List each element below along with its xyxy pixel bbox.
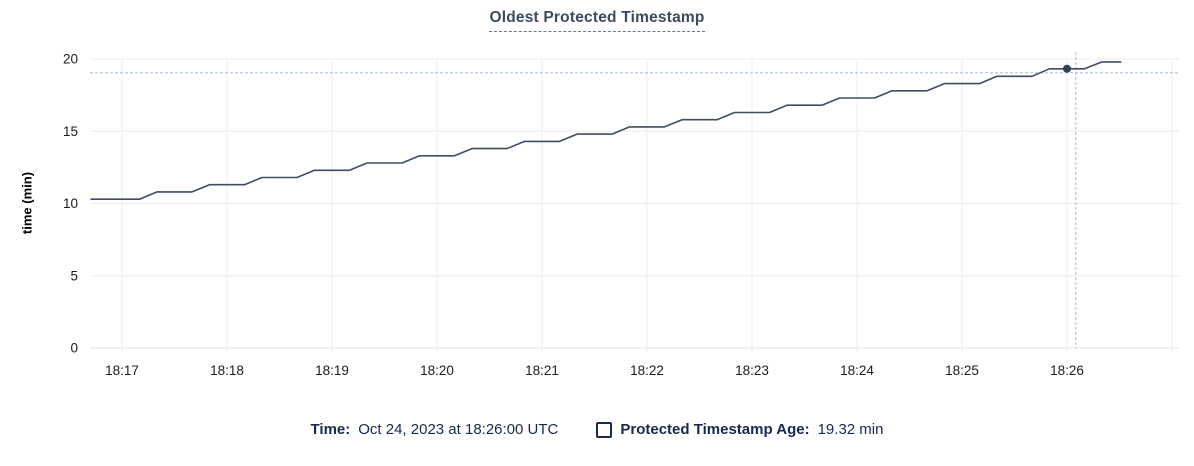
- x-tick-label: 18:20: [420, 363, 454, 378]
- x-tick-label: 18:24: [840, 363, 874, 378]
- legend-series-label: Protected Timestamp Age:: [620, 421, 810, 438]
- legend-series-entry: Protected Timestamp Age: 19.32 min: [596, 420, 883, 439]
- x-tick-label: 18:25: [945, 363, 979, 378]
- y-tick-label: 15: [63, 124, 78, 139]
- chart-legend: Time: Oct 24, 2023 at 18:26:00 UTC Prote…: [0, 420, 1194, 439]
- series-checkbox[interactable]: [596, 421, 613, 438]
- hover-point: [1063, 64, 1071, 73]
- x-tick-label: 18:21: [525, 363, 559, 378]
- y-tick-label: 0: [70, 341, 78, 356]
- plot-area[interactable]: 0 5 10 15 20 18:17 18:18 18:19 18:20 18:21 18:22 18…: [0, 0, 1194, 400]
- x-tick-label: 18:17: [105, 363, 139, 378]
- x-tick-label: 18:22: [630, 363, 664, 378]
- legend-time-value: Oct 24, 2023 at 18:26:00 UTC: [358, 421, 559, 438]
- series-line: [90, 61, 1122, 200]
- x-tick-label: 18:26: [1050, 363, 1084, 378]
- x-tick-label: 18:19: [315, 363, 349, 378]
- chart-header: Oldest Protected Timestamp: [0, 9, 1194, 32]
- y-tick-label: 20: [63, 52, 78, 67]
- x-tick-label: 18:23: [735, 363, 769, 378]
- chart-title[interactable]: Oldest Protected Timestamp: [489, 9, 705, 32]
- x-tick-label: 18:18: [210, 363, 244, 378]
- y-tick-label: 10: [63, 196, 78, 211]
- legend-series-value: 19.32 min: [817, 421, 884, 438]
- legend-time-label: Time:: [310, 421, 351, 438]
- y-tick-label: 5: [70, 268, 78, 283]
